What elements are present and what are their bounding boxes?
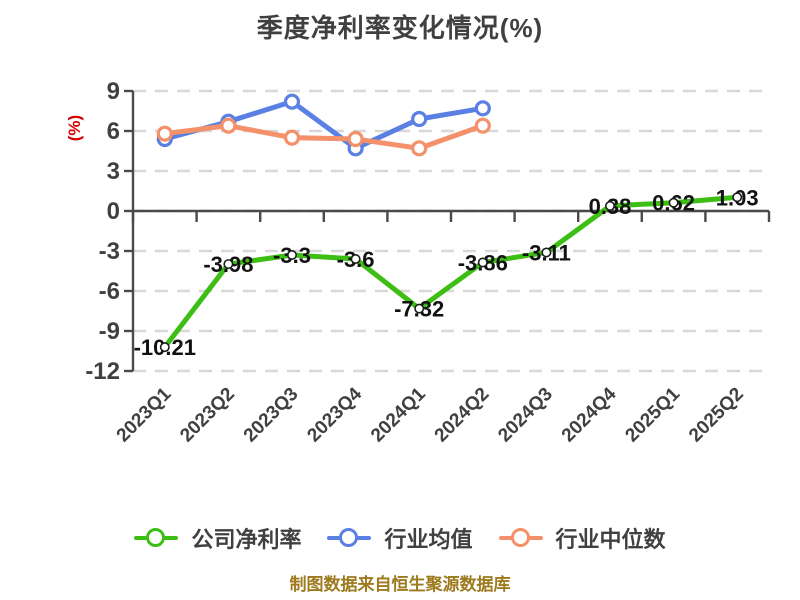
x-tick-label: 2025Q2 [685,384,748,447]
legend-label-company: 公司净利率 [191,527,302,552]
y-tick-label: 9 [107,78,120,105]
series-point-2 [283,129,301,146]
y-tick-label: -12 [85,358,120,385]
series-point-0 [604,200,615,211]
x-tick-label: 2023Q2 [176,384,239,447]
x-tick-label: 2024Q3 [494,384,557,447]
x-tick-label: 2024Q4 [558,383,621,446]
series-point-1 [283,93,301,110]
x-tick-label: 2023Q1 [113,383,176,446]
series-point-2 [347,130,364,148]
series-point-1 [411,110,428,128]
series-line-0 [162,194,740,350]
legend-item-industry-mean[interactable]: 行业均值 [327,522,473,554]
x-tick-label: 2024Q2 [431,384,494,447]
x-tick-label: 2024Q1 [367,383,430,446]
series-point-2 [474,117,491,134]
legend-dot-industry-mean-icon [339,528,359,547]
series-point-2 [156,125,173,142]
series-point-0 [732,192,743,203]
series-point-1 [474,100,491,117]
series-point-2 [411,140,428,157]
legend-marker-industry-median-icon [498,528,543,547]
series-point-0 [668,197,679,208]
legend-dot-industry-median-icon [510,528,530,547]
legend-label-industry-mean: 行业均值 [384,527,473,552]
chart-title: 季度净利率变化情况(%) [256,13,544,43]
series-point-0 [541,247,552,258]
series-point-2 [220,117,237,134]
x-tick-label: 2023Q4 [303,383,366,446]
legend-item-company-net-margin[interactable]: 公司净利率 [134,522,301,554]
series-point-0 [477,257,488,268]
y-tick-label: 6 [107,118,120,145]
legend-marker-company-icon [134,528,179,547]
series-point-0 [223,259,234,270]
y-tick-label: -3 [99,238,120,265]
y-tick-label: -6 [99,278,120,305]
y-tick-label: -9 [99,318,120,345]
series-point-0 [159,342,170,353]
legend-label-industry-median: 行业中位数 [555,527,666,552]
footer-source: 制图数据来自恒生聚源数据库 [289,575,511,594]
series-point-0 [286,250,297,261]
series-point-0 [350,254,361,265]
series-point-0 [414,303,425,314]
y-tick-label: 3 [107,158,120,185]
legend-dot-company-icon [146,528,166,547]
legend-marker-industry-mean-icon [327,528,372,547]
y-tick-label: 0 [107,198,120,225]
legend: 公司净利率 行业均值 行业中位数 [0,522,800,554]
x-tick-label: 2025Q1 [621,383,684,446]
x-tick-label: 2023Q3 [240,384,303,447]
series-line-2 [162,123,486,151]
legend-item-industry-median[interactable]: 行业中位数 [498,522,666,554]
